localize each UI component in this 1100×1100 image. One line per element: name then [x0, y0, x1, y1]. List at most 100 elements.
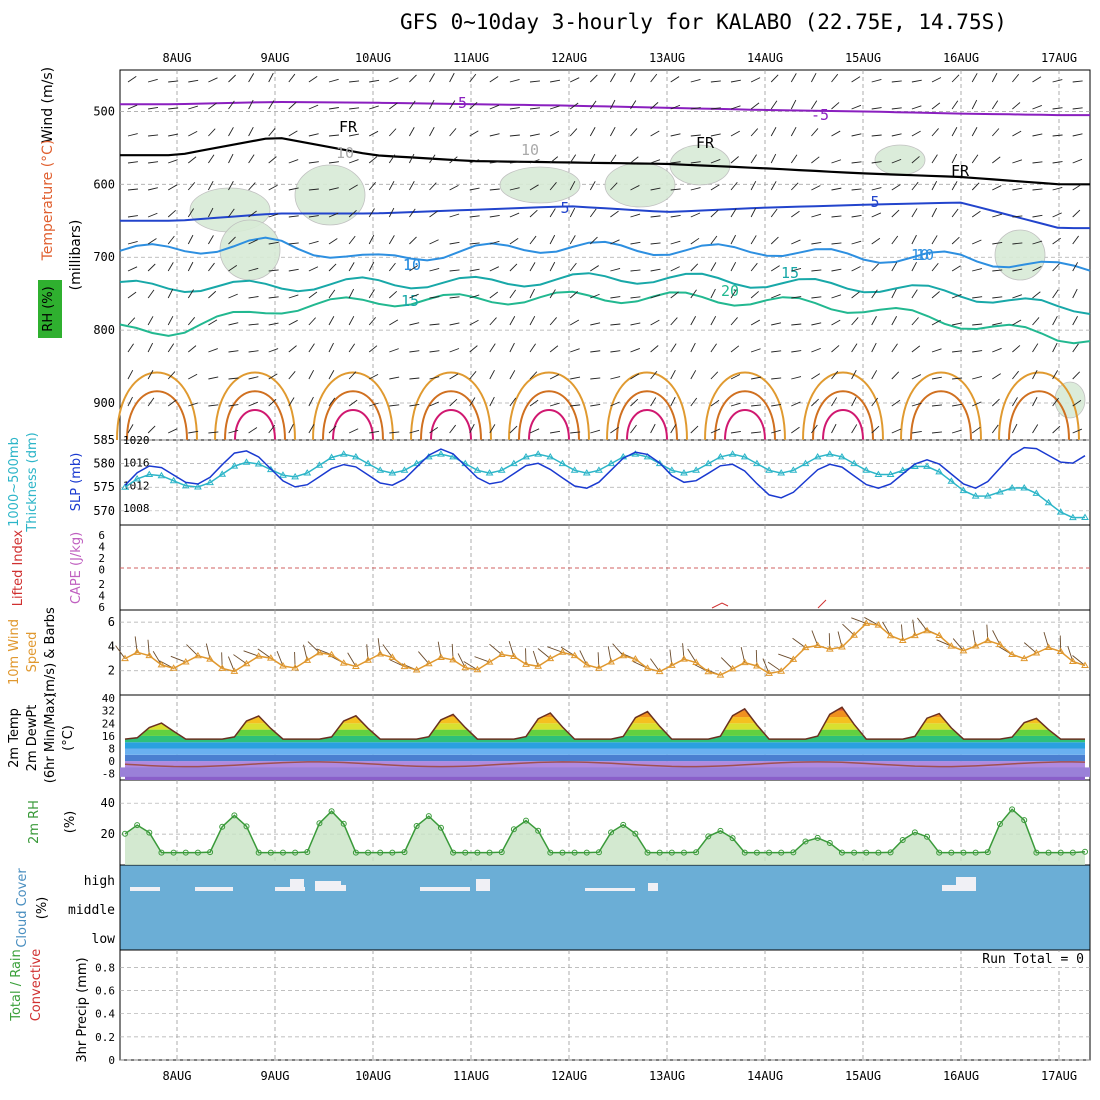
- wind-barb: [449, 213, 460, 218]
- pressure-tick-label: 500: [93, 104, 115, 118]
- rh-line-marker: [510, 826, 517, 833]
- wind-barb: [268, 72, 274, 83]
- wind-barb: [931, 348, 942, 353]
- wind-barb: [429, 267, 440, 272]
- wind-barb: [288, 345, 297, 353]
- wind-barb: [610, 296, 621, 299]
- wind-barb: [127, 317, 136, 326]
- surface-wind-barb: [233, 654, 247, 665]
- wind-barb: [388, 154, 396, 164]
- wind-barb: [489, 317, 497, 326]
- wind-barb: [328, 161, 339, 164]
- date-label-top: 12AUG: [551, 51, 587, 65]
- ylabel-2m-temp: 2m Temp: [7, 708, 22, 768]
- wind-barb: [147, 78, 158, 83]
- wind-barb: [831, 397, 838, 407]
- thickness-line-marker: [157, 471, 166, 479]
- wind-barb: [851, 343, 858, 353]
- rh-line-marker: [255, 849, 262, 856]
- wind-barb: [610, 182, 618, 191]
- wind-barb: [449, 348, 460, 353]
- wind-barb: [1012, 187, 1023, 191]
- panel-frame-upper: [119, 69, 1091, 441]
- wind-barb: [811, 424, 818, 434]
- date-label-bottom: 9AUG: [261, 1069, 290, 1083]
- wind-barb: [811, 296, 822, 299]
- date-label-top: 17AUG: [1041, 51, 1077, 65]
- wind-barb: [1052, 212, 1062, 218]
- surface-wind-barb: [767, 661, 782, 672]
- wind-barb: [710, 209, 719, 218]
- wind-barb: [328, 238, 338, 245]
- wind-barb: [791, 401, 801, 407]
- wind-barb: [771, 293, 781, 299]
- cloud-bar-high: [476, 879, 490, 891]
- wind-barb: [127, 188, 138, 191]
- wind-barb: [770, 208, 778, 218]
- wind-barb: [1032, 104, 1042, 110]
- wind-barb: [228, 293, 238, 299]
- thickness-line-marker: [522, 452, 530, 460]
- rh-line-marker: [292, 849, 299, 856]
- wind-speed-line-marker: [437, 653, 445, 660]
- wind-barb: [1052, 237, 1061, 245]
- wind-barb: [750, 128, 759, 137]
- wind-barb: [469, 187, 480, 191]
- wind-barb: [509, 78, 520, 83]
- wind-barb: [750, 262, 758, 272]
- wind-barb: [569, 262, 577, 272]
- wind-barb: [650, 397, 657, 407]
- wind-speed-line-marker: [449, 655, 457, 663]
- wind-barb: [911, 156, 920, 164]
- wind-barb: [187, 289, 194, 299]
- rh-line-marker: [948, 849, 955, 856]
- wind-speed-line-marker: [607, 657, 615, 665]
- wind-barb: [730, 234, 736, 245]
- wind-barb: [750, 207, 757, 218]
- thickness-line-marker: [303, 469, 312, 476]
- thickness-line-marker: [133, 474, 142, 482]
- thickness-line-marker: [509, 459, 518, 467]
- wind-barb: [690, 237, 700, 245]
- wind-barb: [931, 404, 942, 407]
- wind-barb: [730, 430, 741, 434]
- temp-tick: 40: [102, 692, 115, 705]
- rh-tick: 40: [101, 796, 115, 810]
- wind-speed-line-marker: [206, 655, 214, 662]
- wind-speed-line-marker: [194, 651, 202, 659]
- wind-barb: [549, 208, 556, 218]
- wind-barb: [268, 424, 276, 434]
- wind-barb: [147, 238, 157, 245]
- wind-barb: [167, 371, 176, 380]
- wind-barb: [368, 208, 375, 218]
- wind-barb: [127, 343, 134, 353]
- wind-barb: [1012, 345, 1021, 353]
- wind-barb: [348, 399, 358, 407]
- wind-barb: [610, 239, 620, 245]
- wind-barb: [549, 317, 557, 326]
- stability-tick: 2: [98, 578, 105, 591]
- wind-barb: [891, 428, 902, 434]
- wind-speed-line-marker: [546, 654, 555, 662]
- wind-barb: [891, 371, 900, 380]
- wind-barb: [1032, 214, 1043, 218]
- wind-barb: [1072, 235, 1079, 245]
- rh-line-marker: [680, 849, 687, 856]
- surface-wind-barb: [489, 643, 502, 655]
- cloud-bar-high: [315, 881, 341, 891]
- ylabel-speed: Speed: [25, 632, 40, 673]
- wind-barb: [188, 373, 198, 380]
- thickness-line-marker: [1081, 513, 1089, 521]
- wind-barb: [1072, 288, 1078, 299]
- rh-shading: [499, 166, 581, 204]
- precip-tick: 0.6: [95, 985, 115, 998]
- wind-barb: [429, 99, 435, 110]
- thickness-line-marker: [121, 483, 129, 490]
- thickness-line-marker: [558, 459, 567, 467]
- thickness-line-marker: [582, 469, 591, 476]
- rh-fill: [125, 809, 1085, 865]
- thickness-line-marker: [266, 465, 275, 473]
- wind-speed-line-marker: [497, 650, 506, 657]
- temp-tick: -8: [102, 768, 115, 781]
- wind-barb: [328, 397, 336, 407]
